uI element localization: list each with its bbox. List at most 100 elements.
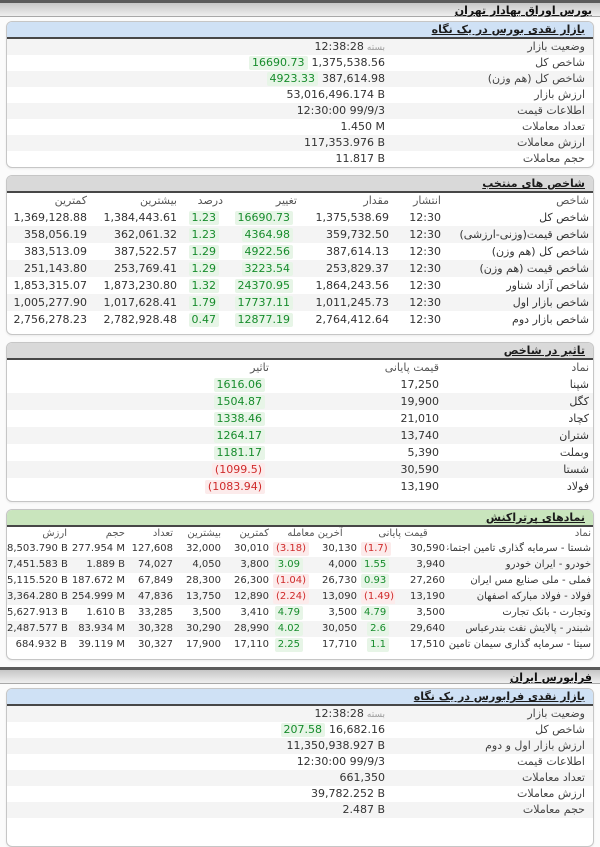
ifb-glance-header[interactable]: بازار نقدی فرابورس در یک نگاه: [7, 689, 593, 706]
index-low: 1,369,128.88: [13, 210, 87, 224]
most-traded-header[interactable]: نمادهای پرتراکنش: [7, 510, 593, 527]
close-percent: 0.93: [360, 574, 390, 588]
symbol-link[interactable]: شستا - سرمایه گذاری تامین اجتماعی: [447, 543, 591, 554]
index-impact-header[interactable]: تاثیر در شاخص: [7, 343, 593, 360]
table-row: شاخص قیمت (هم وزن) 12:30 253,829.37 3223…: [7, 260, 593, 277]
table-row: فولاد 13,190 (1083.94): [7, 478, 593, 495]
index-change: 16690.73: [234, 210, 293, 225]
symbol-link[interactable]: شستا: [563, 462, 589, 476]
index-name[interactable]: شاخص کل: [539, 210, 589, 224]
selected-indices-header[interactable]: شاخص های منتخب: [7, 176, 593, 193]
trade-count: 33,285: [137, 607, 173, 618]
kv-row-market-state: وضعیت بازار بسته12:38:28: [7, 39, 593, 55]
last-percent: 4.79: [274, 606, 303, 620]
table-row: شستا - سرمایه گذاری تامین اجتماعی 30,590…: [7, 541, 593, 557]
index-value: 359,732.50: [326, 227, 389, 241]
index-value: 1,375,538.69: [315, 210, 389, 224]
index-high: 1,873,230.80: [103, 278, 177, 292]
tse-glance-header[interactable]: بازار نقدی بورس در یک نگاه: [7, 22, 593, 39]
kv-row-trade-volume: حجم معاملات 11.817 B: [7, 151, 593, 167]
index-change: 4922.56: [241, 244, 293, 259]
kv-row-equal-weight-index: شاخص کل (هم وزن) 387,614.984923.33: [7, 71, 593, 87]
high-price: 4,050: [192, 559, 221, 570]
kv-label: وضعیت بازار: [527, 40, 585, 53]
symbol-link[interactable]: فولاد - فولاد مبارکه اصفهان: [476, 591, 591, 602]
kv-label: تعداد معاملات: [522, 771, 585, 784]
index-percent: 1.29: [188, 261, 219, 276]
index-name[interactable]: شاخص آزاد شناور: [506, 278, 589, 292]
trade-value: 5,627.913 B: [6, 607, 68, 618]
table-row: کچاد 21,010 1338.46: [7, 410, 593, 427]
high-price: 17,900: [185, 639, 221, 650]
kv-label: شاخص کل: [535, 56, 585, 69]
kv-value: 387,614.984923.33: [15, 72, 385, 86]
low-price: 30,010: [233, 543, 269, 554]
kv-label: وضعیت بازار: [527, 707, 585, 720]
kv-value: بسته12:38:28: [15, 707, 385, 722]
kv-label: شاخص کل (هم وزن): [487, 72, 585, 85]
index-value: 1,011,245.73: [315, 295, 389, 309]
index-name[interactable]: شاخص کل (هم وزن): [491, 244, 589, 258]
table-row: شاخص بازار دوم 12:30 2,764,412.64 12877.…: [7, 311, 593, 328]
kv-value: 12:30:00 99/9/3: [15, 104, 385, 118]
symbol-link[interactable]: وبملت: [559, 445, 589, 459]
symbol-link[interactable]: شتران: [559, 428, 589, 442]
col-volume: حجم: [105, 528, 125, 539]
index-name[interactable]: شاخص قیمت(وزنی-ارزشی): [459, 227, 589, 241]
last-percent: (3.18): [272, 542, 309, 556]
col-empty: [7, 360, 143, 376]
kv-row-market-value: ارزش بازار اول و دوم 11,350,938.927 B: [7, 738, 593, 754]
index-low: 2,756,278.23: [13, 312, 87, 326]
close-price: 19,900: [400, 394, 440, 408]
trade-value: 3,364.280 B: [6, 591, 68, 602]
col-low: کمترین: [54, 194, 87, 207]
close-price: 17,510: [410, 639, 445, 650]
symbol-link[interactable]: وتجارت - بانک تجارت: [502, 607, 591, 618]
table-row: شتران 13,740 1264.17: [7, 427, 593, 444]
last-percent: 4.02: [274, 622, 303, 636]
col-high: بیشترین: [139, 194, 177, 207]
last-percent: (1.04): [272, 574, 309, 588]
index-name[interactable]: شاخص بازار دوم: [512, 312, 589, 326]
kv-number: 53,016,496.174 B: [286, 88, 385, 101]
last-price: 17,710: [321, 639, 357, 650]
symbol-link[interactable]: شپنا: [569, 377, 589, 391]
index-name[interactable]: شاخص قیمت (هم وزن): [479, 261, 589, 275]
index-name[interactable]: شاخص بازار اول: [512, 295, 589, 309]
col-count: تعداد: [152, 528, 173, 539]
symbol-link[interactable]: خودرو - ایران خودرو: [505, 559, 591, 570]
trade-volume: 1.889 B: [86, 559, 125, 570]
symbol-link[interactable]: کچاد: [568, 411, 589, 425]
kv-label: ارزش معاملات: [517, 136, 585, 149]
kv-row-total-index: شاخص کل 1,375,538.5616690.73: [7, 55, 593, 71]
kv-label: شاخص کل: [535, 723, 585, 736]
close-price: 13,190: [400, 479, 440, 493]
table-row: خودرو - ایران خودرو 3,940 1.55 4,000 3.0…: [7, 557, 593, 573]
symbol-link[interactable]: فملی - ملی صنایع مس ایران: [470, 575, 591, 586]
table-row: شستا 30,590 (1099.5): [7, 461, 593, 478]
kv-number: 2.487 B: [342, 803, 385, 816]
table-row: شاخص بازار اول 12:30 1,011,245.73 17737.…: [7, 294, 593, 311]
trade-volume: 39.119 M: [78, 639, 125, 650]
impact-value: 1264.17: [213, 428, 265, 443]
kv-value: 53,016,496.174 B: [15, 88, 385, 102]
table-row: شپنا 17,250 1616.06: [7, 376, 593, 393]
index-low: 251,143.80: [24, 261, 87, 275]
kv-number: 12:30:00 99/9/3: [296, 104, 385, 117]
ifb-section-bar: فرابورس ایران: [0, 667, 600, 684]
index-high: 1,017,628.41: [103, 295, 177, 309]
symbol-link[interactable]: شبندر - پالایش نفت بندرعباس: [465, 623, 591, 634]
close-percent: 1.55: [360, 558, 390, 572]
close-price: 30,590: [400, 462, 440, 476]
table-row: کگل 19,900 1504.87: [7, 393, 593, 410]
ifb-section-title[interactable]: فرابورس ایران: [509, 671, 592, 684]
table-row: فولاد - فولاد مبارکه اصفهان 13,190 (1.49…: [6, 589, 593, 605]
symbol-link[interactable]: سیتا - سرمایه گذاری سیمان تامین: [448, 639, 591, 650]
tse-section-title[interactable]: بورس اوراق بهادار تهران: [454, 4, 592, 17]
trade-count: 47,836: [137, 591, 173, 602]
close-price: 17,250: [400, 377, 440, 391]
symbol-link[interactable]: کگل: [569, 394, 589, 408]
symbol-link[interactable]: فولاد: [566, 479, 589, 493]
trade-count: 74,027: [137, 559, 173, 570]
last-price: 13,090: [321, 591, 357, 602]
